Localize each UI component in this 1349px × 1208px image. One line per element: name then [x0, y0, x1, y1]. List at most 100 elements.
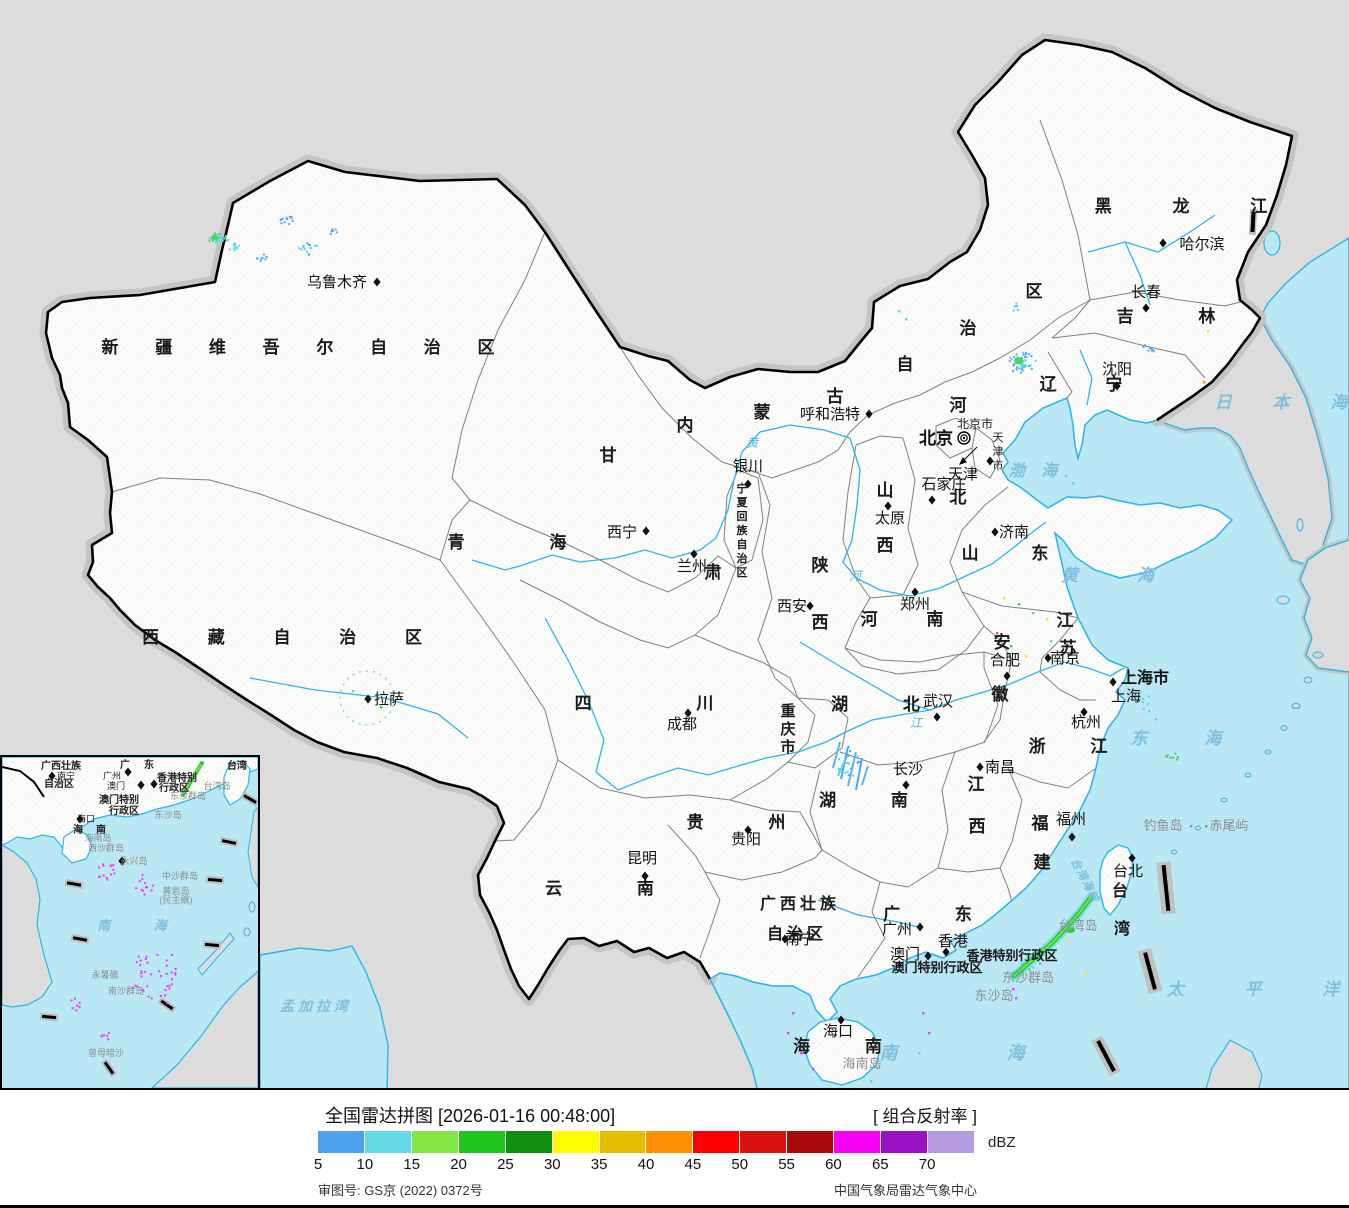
city-label: 香港 — [938, 933, 968, 950]
radar-echo-pixel — [1012, 363, 1015, 366]
province-label: 河 南 — [861, 609, 966, 629]
radar-echo-pixel — [856, 755, 859, 758]
radar-echo-pixel — [227, 238, 230, 241]
radar-echo-pixel — [288, 223, 291, 226]
inset-island-dot — [132, 987, 135, 989]
inset-island-dot — [150, 889, 153, 892]
inset-label: 东 — [144, 758, 154, 771]
radar-echo-pixel — [1142, 707, 1145, 710]
inset-boundary-dash — [64, 878, 84, 890]
inset-island-dot — [110, 864, 113, 867]
radar-echo-pixel — [1031, 965, 1033, 968]
radar-echo-pixel — [857, 760, 860, 763]
radar-echo-pixel — [329, 232, 332, 235]
radar-echo-pixel — [1010, 358, 1013, 360]
city-label: 拉萨 — [374, 691, 404, 708]
city-marker — [1068, 832, 1076, 842]
inset-boundary-dashes — [39, 791, 260, 1078]
city-label: 昆明 — [627, 850, 657, 867]
radar-echo-pixel — [261, 257, 264, 260]
province-label: 河 — [950, 396, 967, 415]
inset-island-dot — [70, 999, 73, 1002]
radar-echo-pixel — [1028, 353, 1030, 356]
inset-label: 海南岛 — [84, 832, 111, 843]
radar-echo-pixel — [307, 252, 310, 255]
radar-echo-pixel — [847, 745, 850, 748]
city-marker — [884, 501, 892, 511]
city-marker — [1159, 238, 1167, 248]
inset-island-dot — [170, 971, 173, 974]
inset-island-dot — [102, 874, 105, 877]
radar-echo-dot — [1133, 695, 1136, 698]
radar-echo-pixel — [1150, 347, 1153, 350]
radar-echo-pixel — [334, 228, 337, 231]
legend-color-step — [881, 1131, 927, 1153]
city-label: 上海市 — [1121, 668, 1169, 687]
inset-island-dot — [141, 988, 144, 991]
inset-island-dot — [164, 989, 167, 991]
city-marker — [1003, 671, 1011, 681]
boundary-dash-bar — [1096, 1040, 1116, 1072]
province-label: 建 — [1034, 852, 1051, 872]
city-marker — [928, 495, 936, 505]
inset-island-dot — [106, 1034, 109, 1037]
radar-echo-pixel — [219, 235, 222, 238]
inset-island-dot — [102, 864, 105, 867]
inset-island-dot — [112, 868, 115, 871]
inset-dash-bar — [103, 1061, 115, 1075]
inset-island-dots — [70, 863, 177, 1041]
inset-city-marker — [118, 856, 126, 866]
inset-island-dot — [113, 872, 116, 875]
radar-echo-pixel — [850, 767, 852, 770]
city-marker — [781, 934, 789, 944]
radar-echo-pixel — [262, 253, 265, 256]
radar-echo-streak — [837, 759, 846, 777]
boundary-dash-bar — [1250, 211, 1256, 233]
province-label: 区 — [1026, 282, 1043, 301]
inset-island-dot — [140, 970, 143, 973]
china-coastline — [709, 396, 1234, 1024]
radar-echo-pixel — [265, 256, 268, 258]
radar-echo-pixel — [290, 216, 293, 218]
inset-island-dot — [165, 972, 168, 975]
inset-island-dot — [139, 959, 142, 962]
radar-echo-dot — [996, 632, 999, 635]
inset-label: 行政区 — [158, 781, 189, 794]
radar-echo-pixel — [288, 215, 291, 218]
inset-city-marker — [150, 779, 158, 789]
municipality-label: 北京市 — [957, 416, 993, 431]
legend-colorbar — [318, 1131, 974, 1153]
radar-echo-pixel — [332, 230, 334, 232]
inset-island-dot — [107, 1038, 110, 1041]
radar-echo-pixel — [1172, 756, 1175, 759]
inset-hainan — [61, 828, 93, 864]
city-label: 沈阳 — [1102, 361, 1132, 378]
inset-island-dot — [107, 1032, 110, 1034]
island-label: 钓鱼岛 — [1143, 818, 1182, 833]
province-label: 自治区 — [767, 924, 827, 943]
inset-island-dot — [142, 989, 145, 992]
radar-echo-pixel — [1022, 353, 1025, 356]
province-boundaries — [111, 119, 1249, 978]
inset-island-dot — [144, 882, 147, 885]
inset-island-dot — [134, 984, 137, 987]
province-label: 甘 — [600, 445, 617, 465]
data-source: 中国气象局雷达气象中心 — [833, 1183, 977, 1198]
radar-echo-dot — [898, 310, 901, 313]
inset-city-marker — [137, 780, 145, 790]
inset-dash-bar — [41, 1014, 57, 1020]
city-marker — [690, 549, 698, 559]
province-label: 黑 龙 江 — [1095, 196, 1295, 216]
radar-echo-pixel — [1024, 356, 1026, 359]
radar-echo-pixel — [1025, 356, 1028, 359]
inset-label: 台湾岛 — [203, 780, 230, 791]
boundary-dash — [1248, 208, 1258, 236]
radar-echo-pixel — [235, 246, 238, 249]
inset-island-dot — [135, 961, 138, 964]
city-marker — [902, 780, 910, 790]
inset-boundary-dash — [240, 791, 260, 807]
legend-color-step — [505, 1131, 552, 1153]
province-label: 自 — [897, 354, 914, 374]
inset-island-dot — [135, 887, 138, 890]
